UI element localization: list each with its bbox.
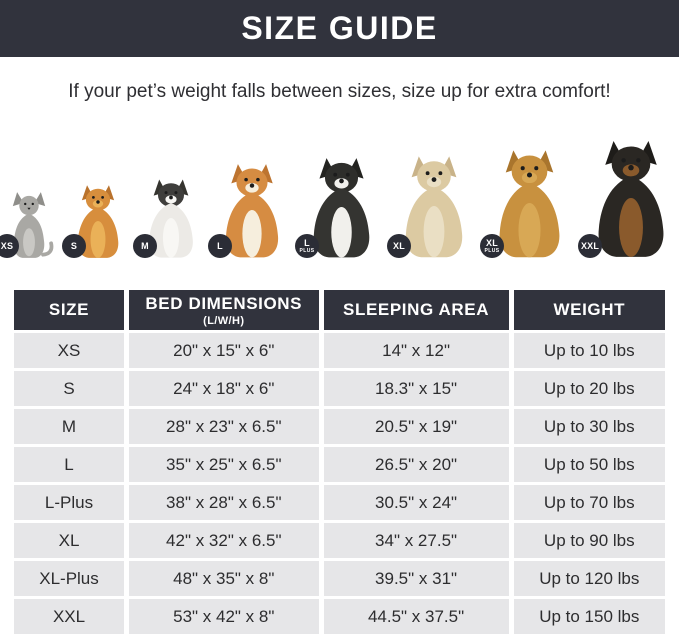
size-table-wrap: SIZE BED DIMENSIONS (L/W/H) SLEEPING AREA…	[0, 287, 679, 637]
animal-m-french-bulldog: M	[133, 177, 202, 259]
animal-size-row: XS S M L L PLUS XL XL PLUS XXL	[0, 125, 679, 261]
sleeping-area-cell: 14" x 12"	[323, 333, 509, 368]
weight-cell: Up to 20 lbs	[513, 371, 665, 406]
sleeping-area-cell: 26.5" x 20"	[323, 447, 509, 482]
weight-cell: Up to 90 lbs	[513, 523, 665, 558]
sleeping-area-cell: 44.5" x 37.5"	[323, 599, 509, 634]
subtitle: If your pet’s weight falls between sizes…	[68, 81, 611, 102]
weight-cell: Up to 50 lbs	[513, 447, 665, 482]
header-weight: WEIGHT	[513, 290, 665, 330]
size-cell: XXL	[14, 599, 125, 634]
size-cell: XL	[14, 523, 125, 558]
header-sleeping-area: SLEEPING AREA	[323, 290, 509, 330]
bed-dimensions-cell: 20" x 15" x 6"	[129, 333, 319, 368]
table-row-s: S 24" x 18" x 6" 18.3" x 15" Up to 20 lb…	[14, 371, 665, 406]
title-bar: SIZE GUIDE	[0, 0, 679, 57]
weight-cell: Up to 120 lbs	[513, 561, 665, 596]
table-row-xl: XL 42" x 32" x 6.5" 34" x 27.5" Up to 90…	[14, 523, 665, 558]
animal-l-plus-border-collie: L PLUS	[295, 155, 381, 259]
bed-dimensions-cell: 48" x 35" x 8"	[129, 561, 319, 596]
table-row-xl-plus: XL-Plus 48" x 35" x 8" 39.5" x 31" Up to…	[14, 561, 665, 596]
weight-cell: Up to 70 lbs	[513, 485, 665, 520]
sleeping-area-cell: 18.3" x 15"	[323, 371, 509, 406]
size-badge-xl-plus: XL PLUS	[480, 234, 504, 258]
size-cell: XS	[14, 333, 125, 368]
sleeping-area-cell: 20.5" x 19"	[323, 409, 509, 444]
header-bed-dimensions: BED DIMENSIONS (L/W/H)	[129, 290, 319, 330]
size-cell: M	[14, 409, 125, 444]
bed-dimensions-cell: 38" x 28" x 6.5"	[129, 485, 319, 520]
header-bed-label: BED DIMENSIONS	[145, 293, 303, 313]
size-badge-xs: XS	[0, 234, 19, 258]
size-badge-xxl: XXL	[578, 234, 602, 258]
size-badge-l-plus: L PLUS	[295, 234, 319, 258]
table-row-l: L 35" x 25" x 6.5" 26.5" x 20" Up to 50 …	[14, 447, 665, 482]
bed-dimensions-cell: 35" x 25" x 6.5"	[129, 447, 319, 482]
bed-dimensions-cell: 42" x 32" x 6.5"	[129, 523, 319, 558]
sleeping-area-cell: 30.5" x 24"	[323, 485, 509, 520]
table-header-row: SIZE BED DIMENSIONS (L/W/H) SLEEPING AREA…	[14, 290, 665, 330]
weight-cell: Up to 30 lbs	[513, 409, 665, 444]
animal-xl-plus-golden-retriever: XL PLUS	[480, 147, 572, 259]
animal-l-shiba-inu: L	[208, 161, 289, 259]
animal-xs-cat: XS	[0, 191, 56, 259]
animal-s-pomeranian: S	[62, 183, 127, 259]
bed-dimensions-cell: 28" x 23" x 6.5"	[129, 409, 319, 444]
size-cell: L-Plus	[14, 485, 125, 520]
size-cell: S	[14, 371, 125, 406]
header-size: SIZE	[14, 290, 125, 330]
animal-xxl-doberman: XXL	[578, 137, 677, 259]
weight-cell: Up to 10 lbs	[513, 333, 665, 368]
table-row-xs: XS 20" x 15" x 6" 14" x 12" Up to 10 lbs	[14, 333, 665, 368]
size-badge-xl: XL	[387, 234, 411, 258]
table-row-xxl: XXL 53" x 42" x 8" 44.5" x 37.5" Up to 1…	[14, 599, 665, 634]
page-title: SIZE GUIDE	[241, 10, 438, 46]
size-badge-l: L	[208, 234, 232, 258]
header-bed-sub: (L/W/H)	[203, 314, 245, 327]
size-badge-s: S	[62, 234, 86, 258]
animal-xl-labrador: XL	[387, 153, 474, 259]
size-badge-m: M	[133, 234, 157, 258]
size-cell: XL-Plus	[14, 561, 125, 596]
bed-dimensions-cell: 53" x 42" x 8"	[129, 599, 319, 634]
size-table: SIZE BED DIMENSIONS (L/W/H) SLEEPING AREA…	[9, 287, 670, 637]
sleeping-area-cell: 34" x 27.5"	[323, 523, 509, 558]
table-row-l-plus: L-Plus 38" x 28" x 6.5" 30.5" x 24" Up t…	[14, 485, 665, 520]
bed-dimensions-cell: 24" x 18" x 6"	[129, 371, 319, 406]
table-row-m: M 28" x 23" x 6.5" 20.5" x 19" Up to 30 …	[14, 409, 665, 444]
size-cell: L	[14, 447, 125, 482]
weight-cell: Up to 150 lbs	[513, 599, 665, 634]
sleeping-area-cell: 39.5" x 31"	[323, 561, 509, 596]
